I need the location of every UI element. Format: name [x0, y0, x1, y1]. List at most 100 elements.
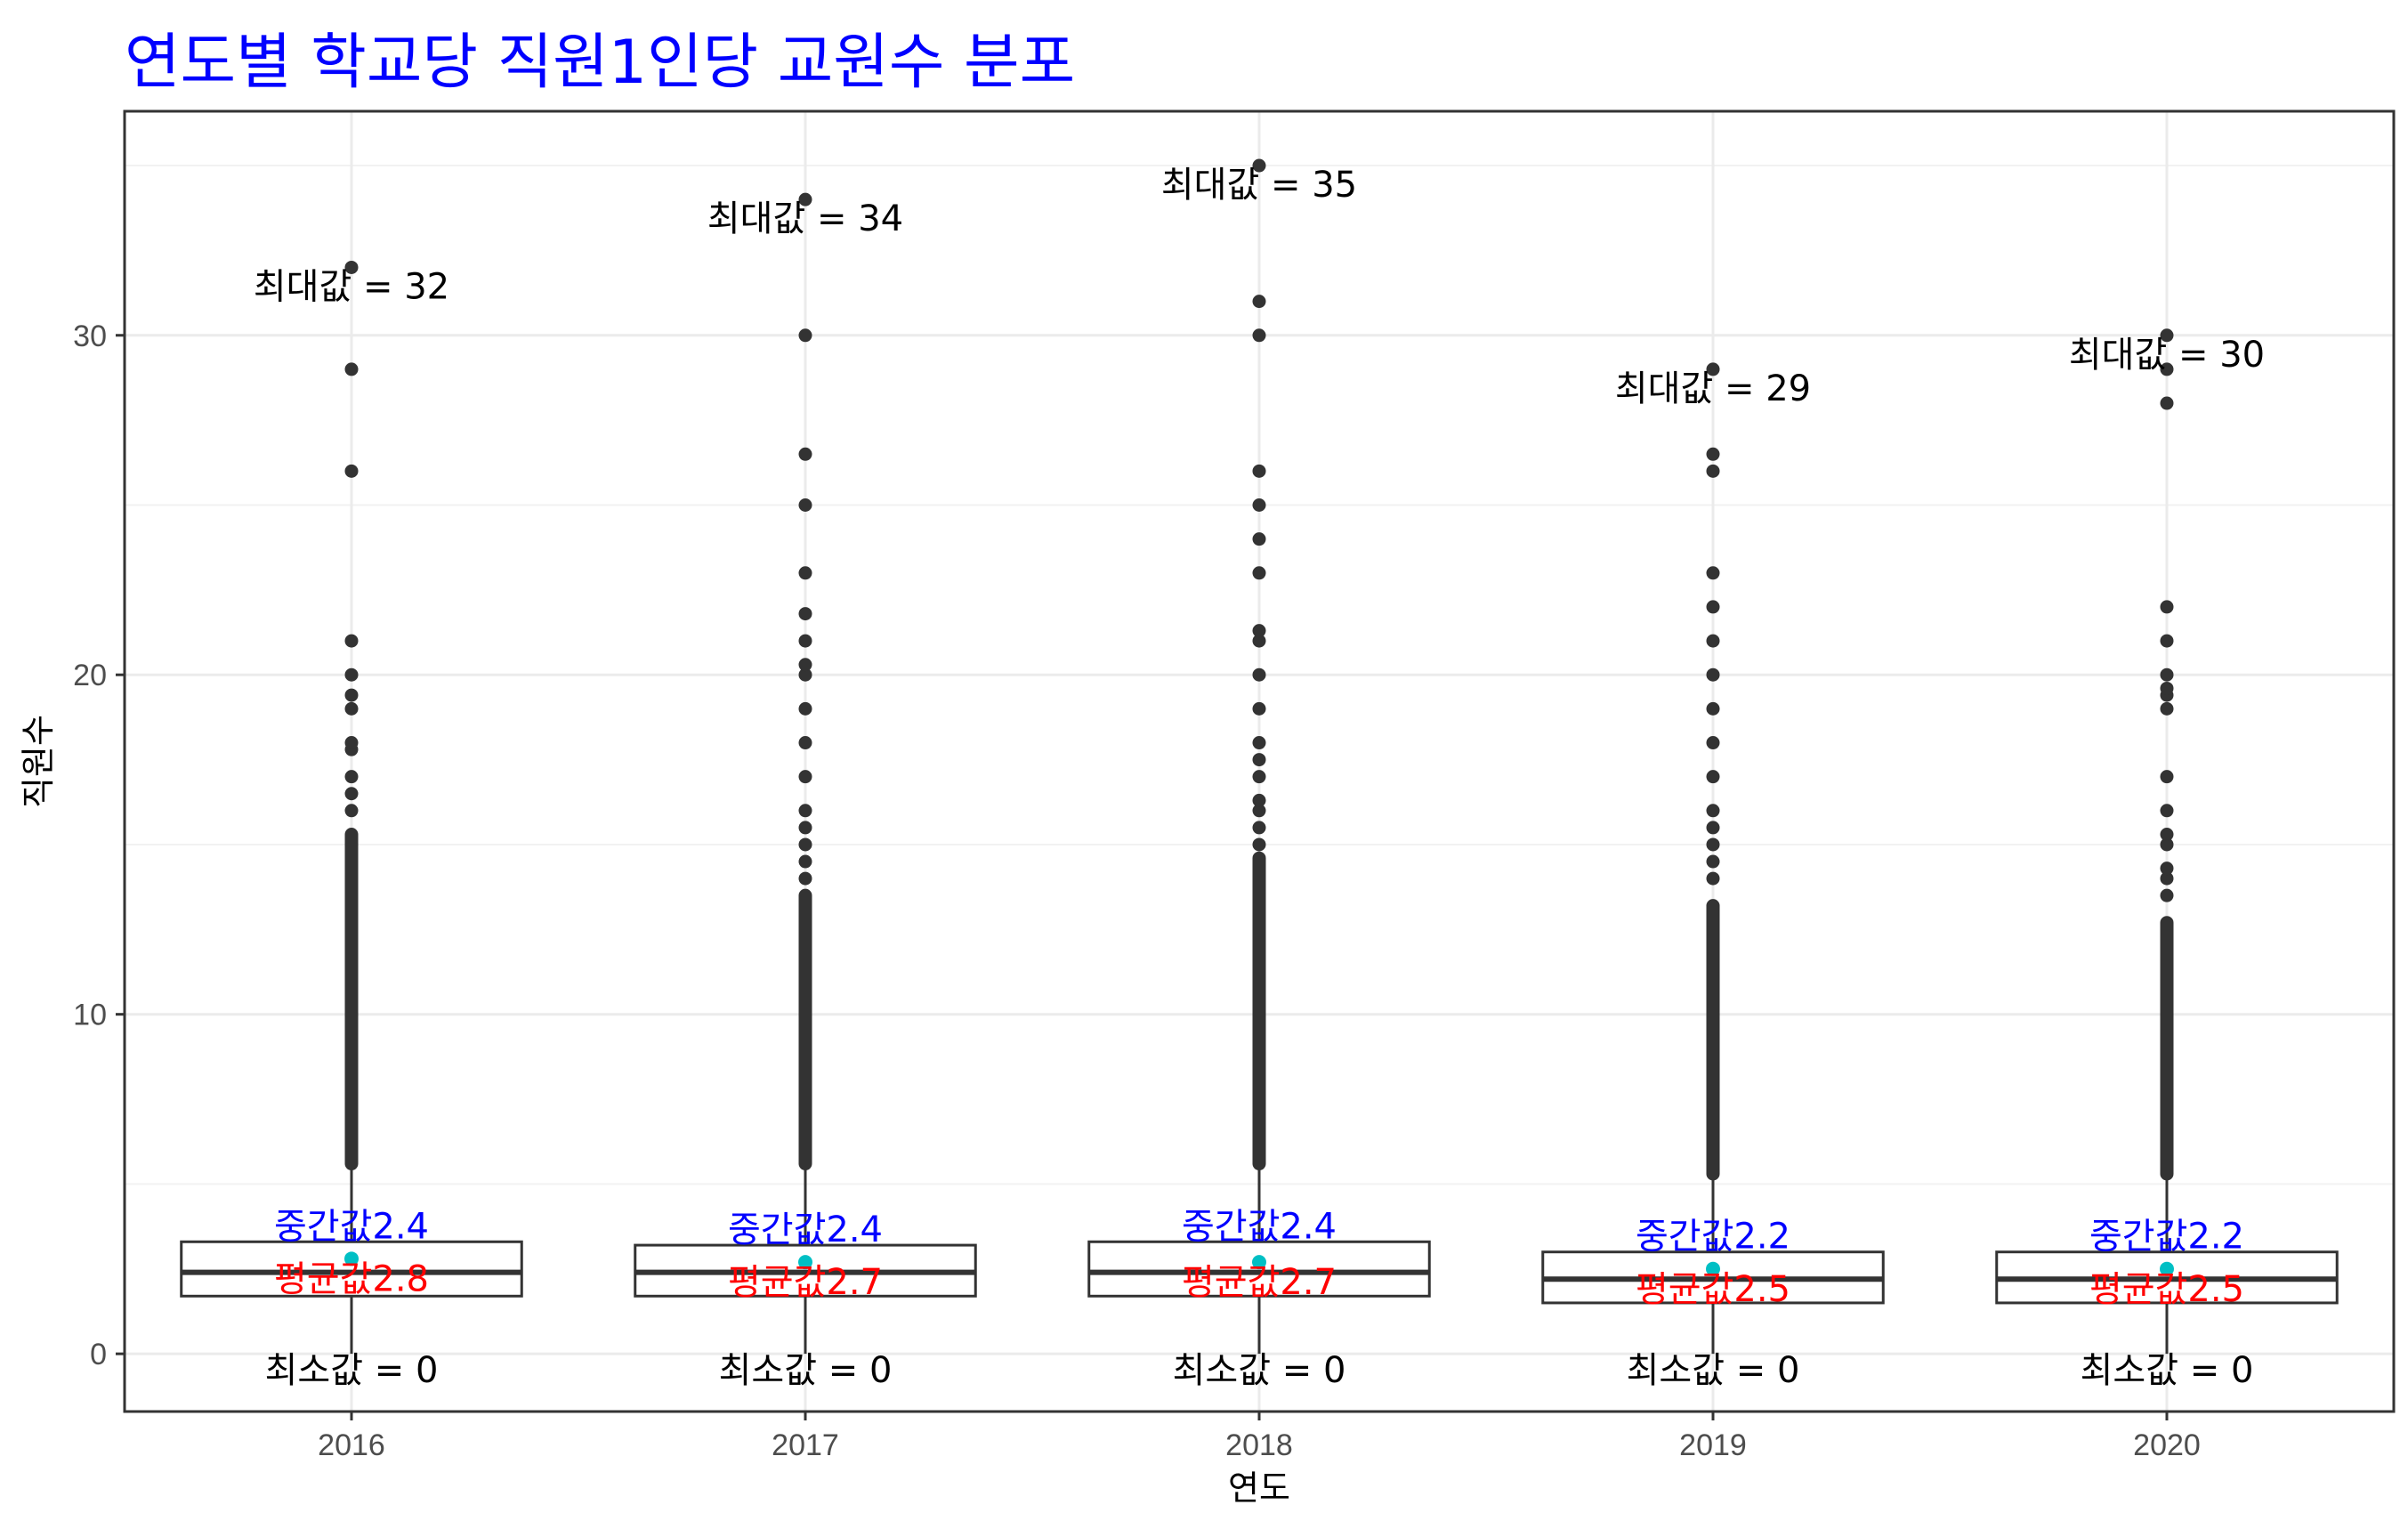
outlier-point	[2160, 804, 2174, 818]
outlier-point	[344, 688, 359, 702]
outlier-point	[2160, 600, 2174, 614]
max-label: 최대값 = 34	[707, 198, 903, 239]
outlier-point	[2160, 871, 2174, 886]
outlier-point	[798, 328, 812, 343]
outlier-point	[344, 362, 359, 376]
max-label: 최대값 = 32	[254, 266, 449, 307]
outlier-point	[344, 634, 359, 648]
outlier-point	[1252, 701, 1266, 716]
y-tick-label: 0	[90, 1338, 107, 1371]
box-2016	[180, 1240, 523, 1298]
outlier-point	[344, 464, 359, 478]
outlier-point	[1252, 532, 1266, 546]
x-tick-label: 2016	[318, 1428, 385, 1462]
median-label: 중간값2.4	[1182, 1206, 1337, 1247]
outlier-point	[798, 871, 812, 886]
outlier-point	[2160, 701, 2174, 716]
median-label: 중간값2.4	[728, 1209, 883, 1250]
outlier-point	[1706, 736, 1720, 750]
outlier-point	[1252, 464, 1266, 478]
min-label: 최소값 = 0	[265, 1350, 439, 1391]
mean-point	[1706, 1261, 1720, 1276]
outlier-point	[2160, 396, 2174, 410]
mean-label: 평균값2.5	[2089, 1269, 2244, 1310]
mean-label: 평균값2.5	[1636, 1269, 1790, 1310]
outlier-point	[1252, 770, 1266, 784]
outlier-point	[1252, 158, 1266, 173]
plot-border	[123, 109, 2396, 1413]
outlier-point	[344, 667, 359, 682]
mean-point	[798, 1255, 812, 1270]
min-label: 최소값 = 0	[2081, 1350, 2254, 1391]
outlier-point	[1706, 600, 1720, 614]
min-label: 최소값 = 0	[1627, 1350, 1800, 1391]
outlier-point	[344, 260, 359, 274]
outlier-point	[1252, 566, 1266, 580]
outlier-point	[1252, 624, 1266, 638]
outlier-point	[2160, 667, 2174, 682]
mean-label: 평균값2.8	[274, 1258, 429, 1299]
outlier-point	[798, 837, 812, 852]
x-tick-label: 2019	[1679, 1428, 1747, 1462]
outlier-point	[798, 736, 812, 750]
outlier-point	[344, 804, 359, 818]
outlier-point	[1252, 804, 1266, 818]
outlier-point	[1706, 770, 1720, 784]
outlier-point	[1706, 804, 1720, 818]
outlier-point	[798, 498, 812, 512]
mean-point	[1252, 1255, 1266, 1270]
outlier-point	[798, 192, 812, 206]
outlier-point	[1706, 447, 1720, 461]
outlier-point	[1706, 854, 1720, 869]
mean-label: 평균값2.7	[728, 1262, 883, 1303]
outlier-point	[2160, 862, 2174, 876]
outlier-point	[2160, 828, 2174, 842]
y-tick-label: 20	[73, 659, 107, 692]
y-axis-title: 직원수	[19, 715, 58, 808]
outlier-point	[1706, 701, 1720, 716]
outlier-point	[2160, 634, 2174, 648]
median-label: 중간값2.2	[2089, 1217, 2244, 1258]
mean-point	[2160, 1261, 2174, 1276]
outlier-point	[798, 658, 812, 672]
outlier-point	[344, 736, 359, 750]
outlier-point	[2160, 888, 2174, 902]
outlier-point	[798, 566, 812, 580]
max-label: 최대값 = 30	[2069, 335, 2265, 376]
outlier-point	[2160, 837, 2174, 852]
median-label: 중간값2.4	[274, 1206, 429, 1247]
outlier-point	[798, 607, 812, 621]
max-label: 최대값 = 29	[1615, 368, 1811, 409]
outlier-point	[1252, 837, 1266, 852]
outlier-point	[1706, 667, 1720, 682]
outlier-point	[344, 701, 359, 716]
outlier-point	[1706, 821, 1720, 835]
outlier-point	[1706, 871, 1720, 886]
outlier-point	[344, 787, 359, 801]
outlier-point	[1706, 837, 1720, 852]
outlier-point	[1706, 566, 1720, 580]
outlier-point	[1252, 736, 1266, 750]
min-label: 최소값 = 0	[719, 1350, 893, 1391]
chart-title: 연도별 학교당 직원1인당 교원수 분포	[125, 28, 1076, 98]
outlier-point	[1252, 793, 1266, 807]
outlier-point	[798, 667, 812, 682]
x-tick-label: 2018	[1225, 1428, 1293, 1462]
outlier-point	[1252, 667, 1266, 682]
outlier-point	[1252, 821, 1266, 835]
outlier-point	[1706, 464, 1720, 478]
outlier-point	[798, 447, 812, 461]
mean-point	[344, 1251, 359, 1266]
y-tick-label: 30	[73, 320, 107, 353]
outlier-point	[798, 821, 812, 835]
outlier-point	[798, 804, 812, 818]
outlier-point	[2160, 770, 2174, 784]
outlier-point	[2160, 681, 2174, 695]
outlier-point	[798, 770, 812, 784]
median-label: 중간값2.2	[1636, 1217, 1790, 1258]
max-label: 최대값 = 35	[1161, 165, 1357, 206]
outlier-point	[1252, 295, 1266, 309]
y-tick-label: 10	[73, 999, 107, 1032]
outlier-point	[1252, 328, 1266, 343]
